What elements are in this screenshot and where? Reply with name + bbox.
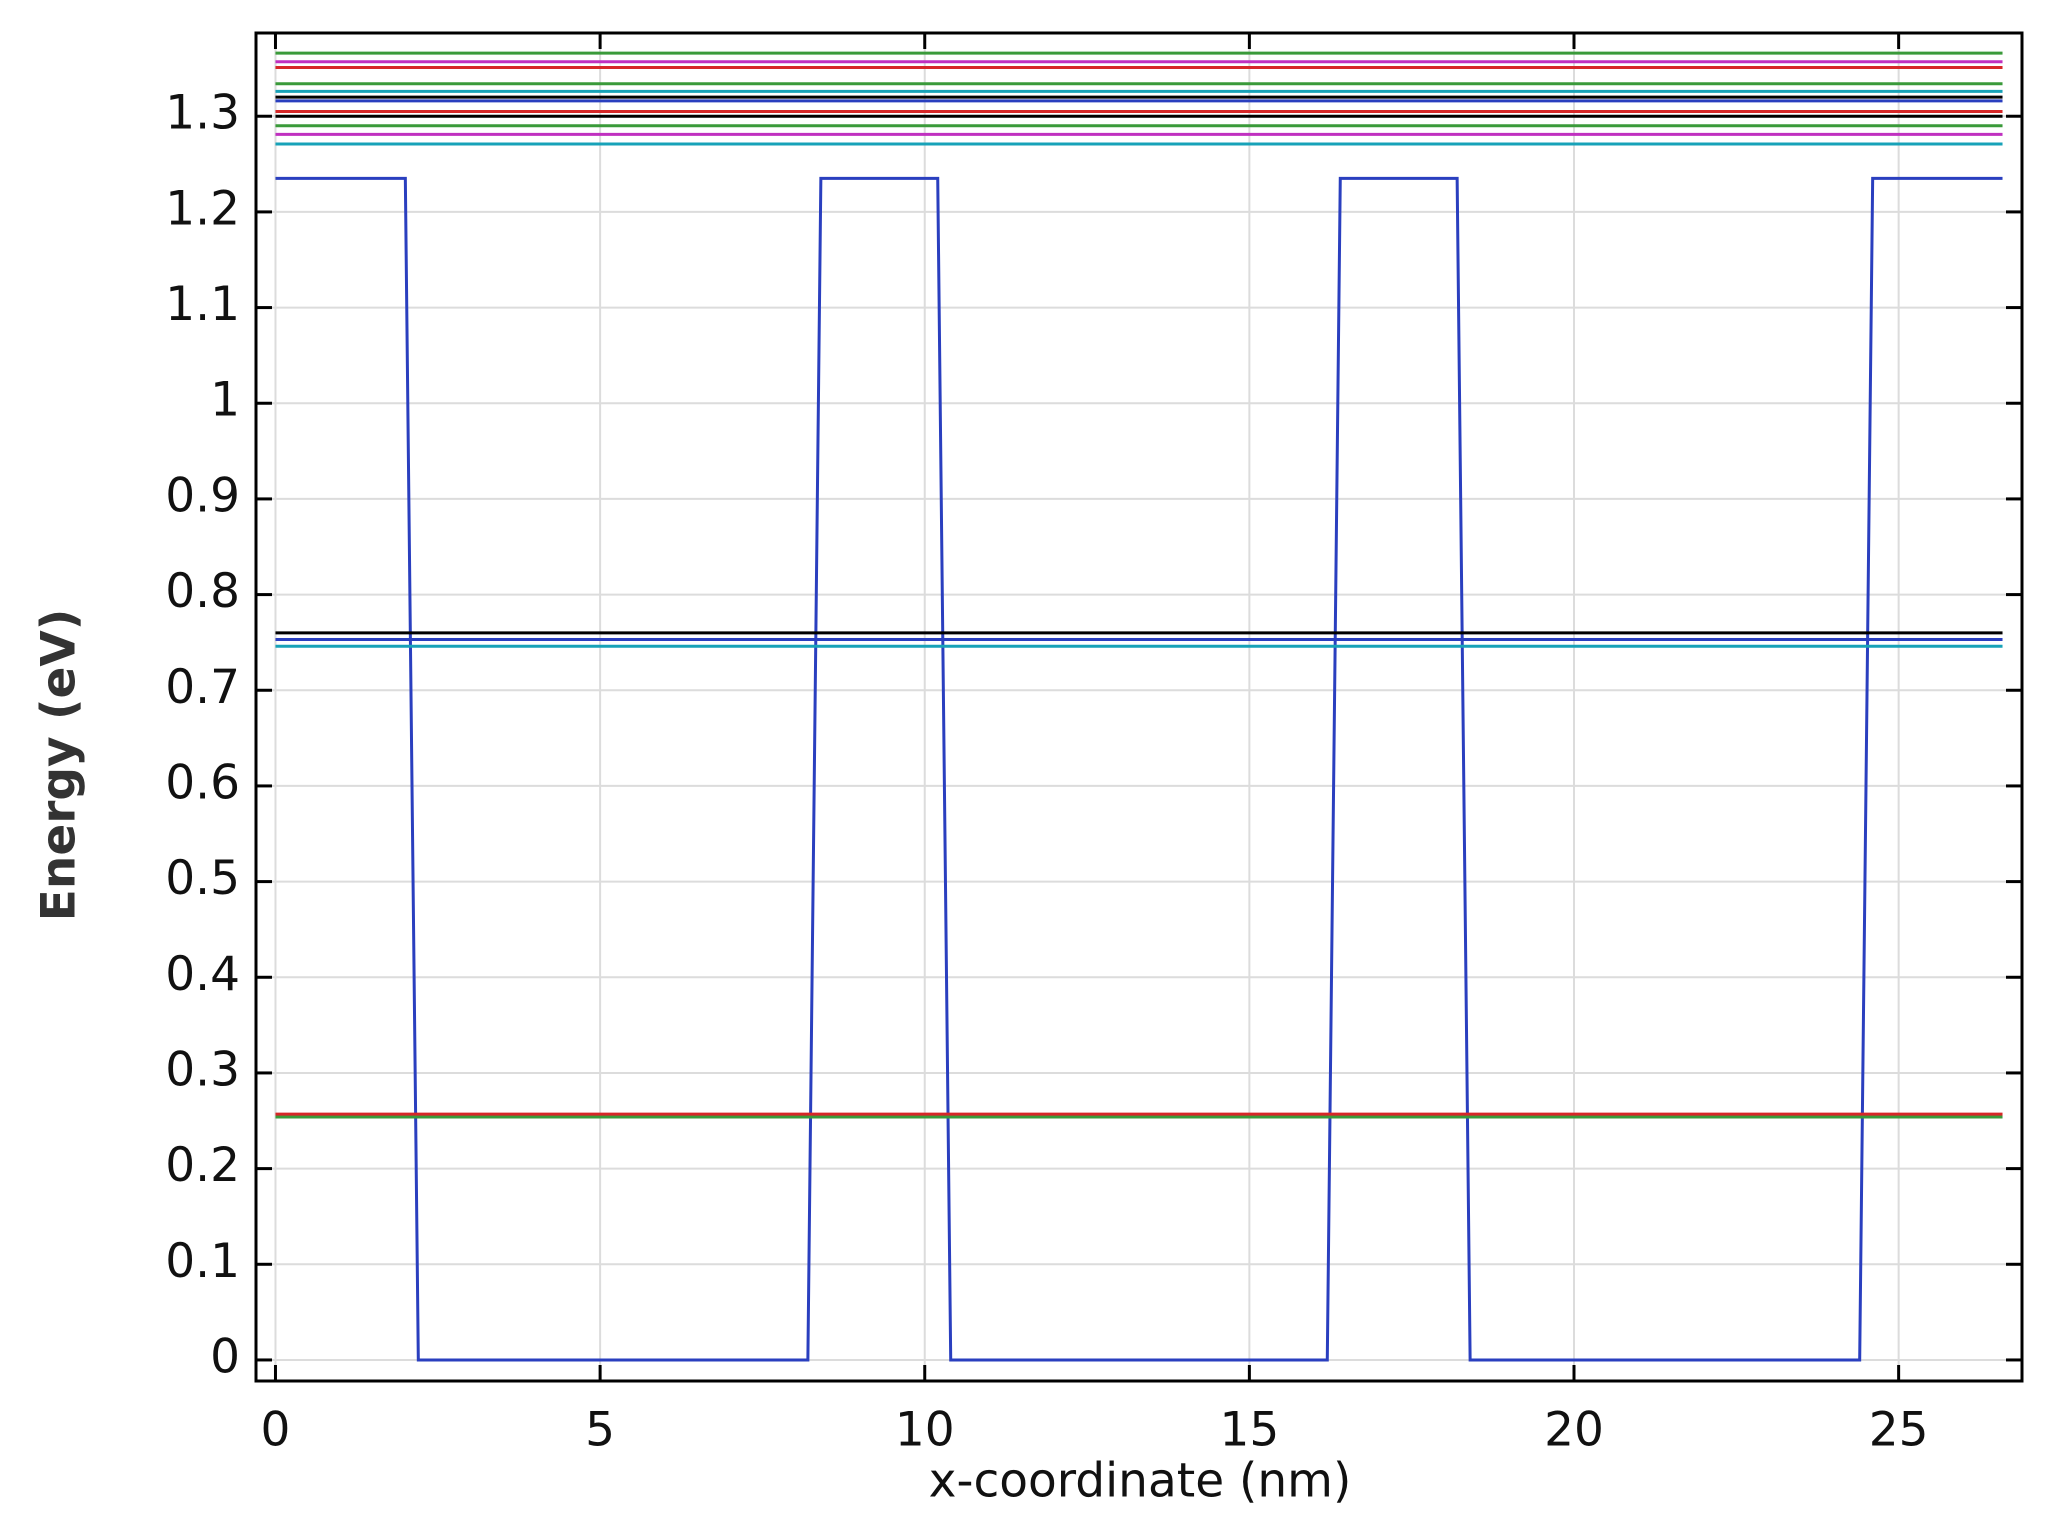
y-tick-label: 0.3 xyxy=(165,1042,240,1097)
y-tick-label: 0.2 xyxy=(165,1138,240,1193)
y-tick-label: 0.4 xyxy=(165,947,240,1002)
y-tick-label: 0.5 xyxy=(165,851,240,906)
x-tick-label: 15 xyxy=(1219,1403,1279,1458)
plot-frame xyxy=(254,31,2024,1383)
y-tick-label: 1 xyxy=(210,373,240,428)
x-tick-label: 20 xyxy=(1544,1403,1604,1458)
x-tick-label: 5 xyxy=(585,1403,615,1458)
y-tick-label: 0.1 xyxy=(165,1234,240,1289)
x-tick-label: 25 xyxy=(1869,1403,1929,1458)
x-tick-label: 10 xyxy=(895,1403,955,1458)
x-tick-label: 0 xyxy=(261,1403,291,1458)
series-line xyxy=(275,176,2003,1362)
y-tick-label: 1.3 xyxy=(165,86,240,141)
y-tick-label: 0.6 xyxy=(165,755,240,810)
y-tick-label: 0.8 xyxy=(165,564,240,619)
y-tick-label: 0.7 xyxy=(165,660,240,715)
y-tick-label: 1.2 xyxy=(165,181,240,236)
y-tick-label: 1.1 xyxy=(165,277,240,332)
y-axis-label: Energy (eV) xyxy=(32,609,87,921)
y-tick-label: 0.9 xyxy=(165,468,240,523)
y-tick-label: 0 xyxy=(210,1329,240,1384)
x-axis-label: x-coordinate (nm) xyxy=(929,1454,1352,1509)
